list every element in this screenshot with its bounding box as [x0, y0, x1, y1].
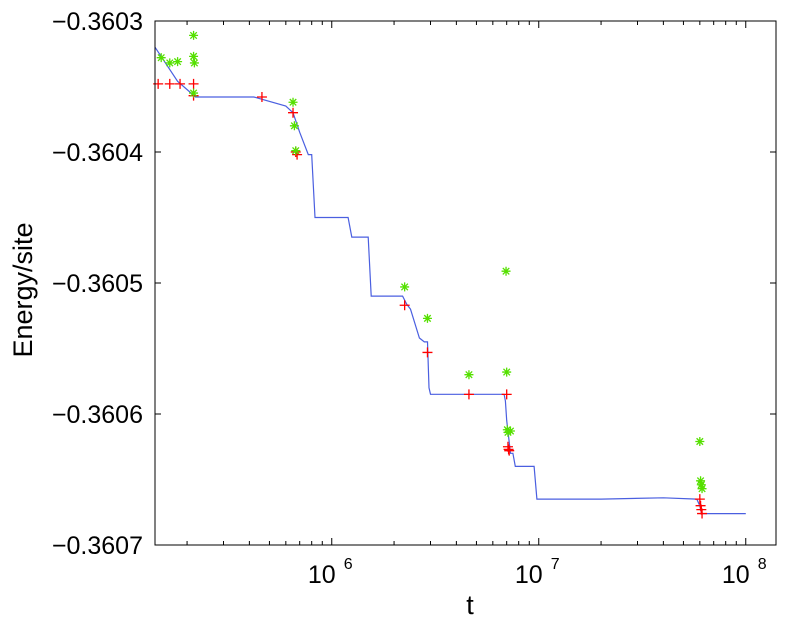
y-tick-label: −0.3604: [52, 139, 143, 167]
star-marker: [697, 484, 707, 494]
star-marker: [189, 88, 199, 98]
star-marker: [696, 476, 706, 486]
star-marker: [156, 53, 166, 63]
star-marker: [173, 57, 183, 67]
star-marker: [696, 480, 706, 490]
y-tick-label: −0.3606: [52, 401, 143, 429]
plus-marker: [694, 494, 705, 505]
x-tick-label: 10: [308, 561, 336, 589]
star-marker: [695, 437, 705, 447]
x-tick-exponent: 6: [344, 556, 353, 573]
star-marker: [165, 58, 175, 68]
star-marker: [501, 266, 511, 276]
x-tick-label: 10: [722, 561, 750, 589]
star-marker: [289, 121, 299, 131]
y-tick-label: −0.3607: [52, 532, 143, 560]
plus-marker: [164, 78, 175, 89]
star-marker: [505, 426, 515, 436]
x-tick-label: 10: [515, 561, 543, 589]
star-marker: [503, 427, 513, 437]
plus-marker: [422, 347, 433, 358]
series-layer: [153, 30, 746, 519]
x-tick-exponent: 7: [551, 556, 560, 573]
y-axis-label: Energy/site: [8, 222, 38, 357]
axis-layer: −0.3603 −0.3604 −0.3605 −0.3606 −0.3607 10 6 10…: [52, 8, 777, 589]
plus-marker: [256, 91, 267, 102]
x-axis-label: t: [466, 590, 474, 620]
plus-marker: [504, 445, 515, 456]
plus-marker: [697, 508, 708, 519]
plus-marker: [463, 389, 474, 400]
star-marker: [400, 282, 410, 292]
star-marker: [189, 58, 199, 68]
energy-line: [154, 46, 746, 515]
y-tick-label: −0.3603: [52, 8, 143, 36]
star-marker: [288, 97, 298, 107]
star-marker: [464, 370, 474, 380]
star-marker: [189, 30, 199, 40]
plus-marker: [175, 78, 186, 89]
x-tick-exponent: 8: [758, 556, 767, 573]
plus-marker: [288, 107, 299, 118]
star-marker: [291, 146, 301, 156]
plus-marker: [501, 389, 512, 400]
y-tick-label: −0.3605: [52, 270, 143, 298]
star-marker: [422, 313, 432, 323]
plus-marker: [399, 300, 410, 311]
star-marker: [502, 367, 512, 377]
plus-marker: [188, 78, 199, 89]
star-marker: [189, 51, 199, 61]
